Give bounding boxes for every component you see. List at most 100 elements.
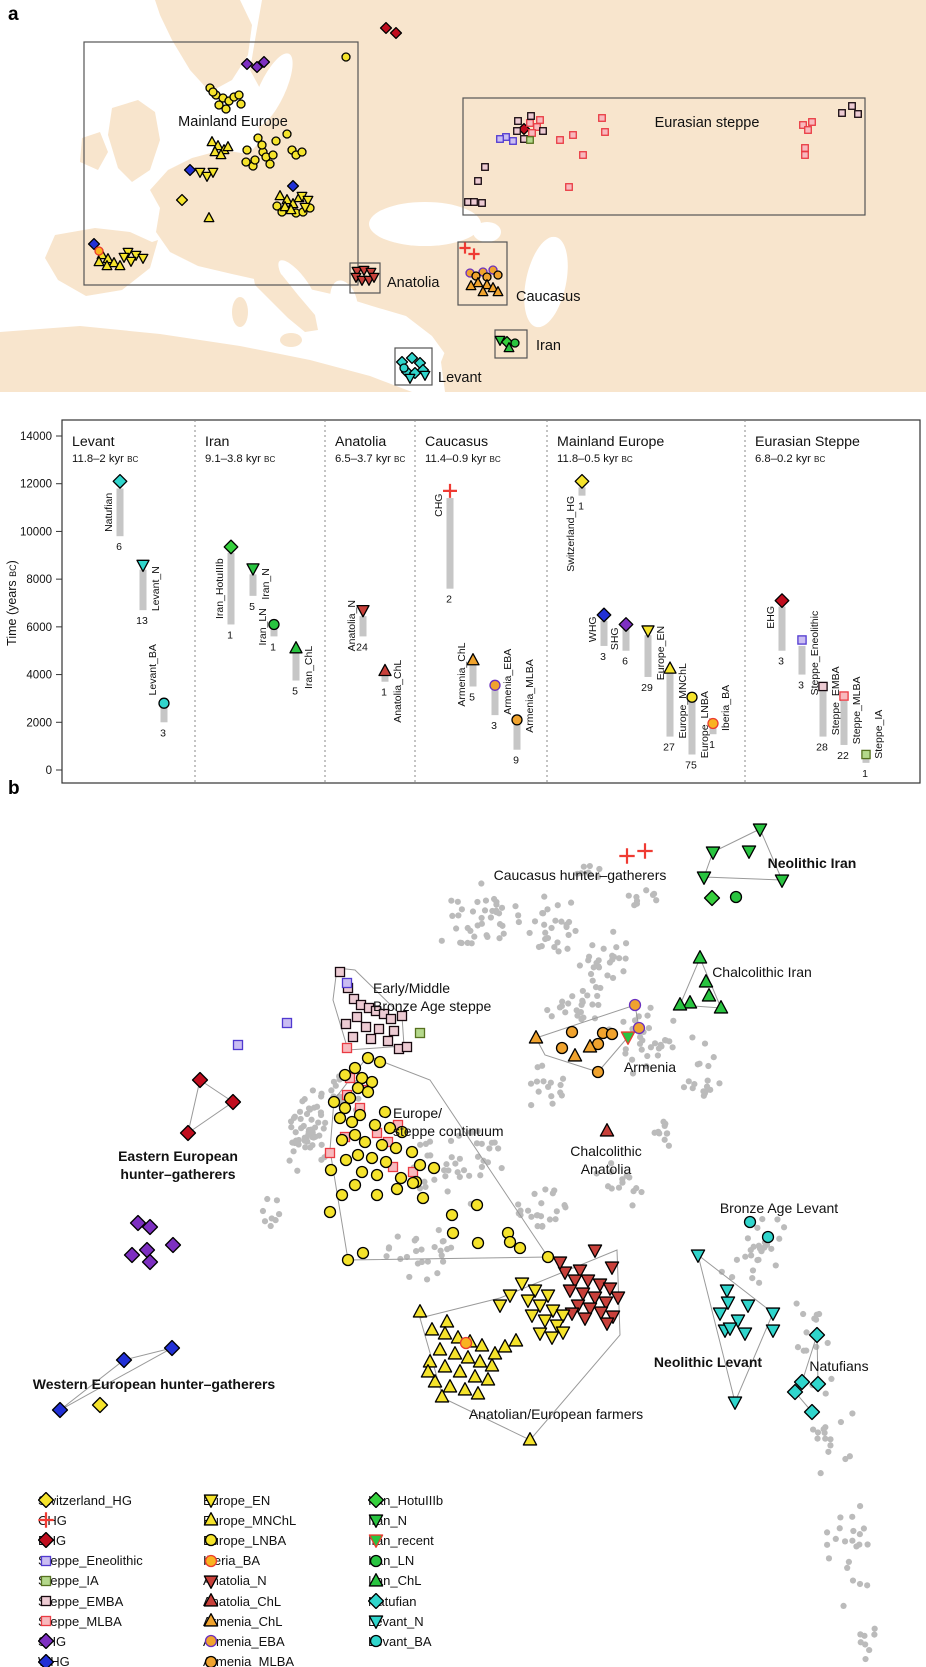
map-sample-Europe_EN (118, 252, 130, 263)
pca-point-Levant_N (765, 1307, 781, 1321)
present-day-sample-dot (275, 1211, 283, 1218)
present-day-sample-dot (318, 1093, 325, 1100)
pca-point-Europe_LNBA (335, 1188, 349, 1202)
pca-point-Europe_EN (537, 1314, 553, 1328)
pca-point-Steppe_EMBA (347, 1031, 359, 1043)
present-day-sample-dot (574, 1012, 581, 1019)
timeline-marker-Europe_LNBA (686, 691, 698, 703)
present-day-sample-dot (431, 1243, 438, 1251)
legend-swatch-Anatolia_N (203, 1575, 219, 1589)
map-sample-Steppe_MLBA (801, 151, 809, 159)
pca-point-Europe_LNBA (416, 1191, 430, 1205)
pca-point-Armenia_ChL (528, 1030, 544, 1044)
present-day-sample-dot (586, 871, 593, 878)
pca-cluster-label: Western European hunter–gatherers (33, 1376, 276, 1392)
present-day-sample-dot (316, 1132, 323, 1139)
present-day-sample-dot (423, 1276, 431, 1283)
pca-point-Europe_LNBA (324, 1163, 338, 1177)
present-day-sample-dot (308, 1116, 315, 1123)
present-day-sample-dot (669, 1044, 676, 1051)
pca-point-Europe_LNBA (348, 1128, 362, 1142)
present-day-sample-dot (589, 977, 596, 984)
timeline-marker-Armenia_EBA (489, 679, 501, 691)
sample-count: 22 (837, 750, 849, 762)
present-day-sample-dot (578, 1016, 585, 1023)
present-day-sample-dot (441, 1167, 448, 1174)
map-sample-WHG (87, 237, 101, 251)
pca-point-Anatolia_N (552, 1256, 568, 1270)
square-icon (40, 1575, 52, 1587)
legend-swatch-WHG (38, 1653, 54, 1667)
present-day-sample-dot (633, 893, 640, 901)
present-day-sample-dot (355, 1095, 362, 1102)
pca-point-Europe_LNBA (338, 1068, 352, 1082)
pca-point-Europe_MNChL (447, 1346, 463, 1360)
time-range-bar-Levant_BA (160, 707, 168, 723)
timeline-region-title: Iran (205, 434, 229, 450)
timeline-region-subtitle: 11.4–0.9 kyr BC (425, 453, 501, 465)
map-region-box-iran (494, 329, 528, 359)
map-sample-Steppe_EMBA (481, 163, 489, 171)
map-sample-Anatolia_N (368, 272, 380, 283)
present-day-sample-dot (744, 1235, 751, 1242)
present-day-sample-dot (478, 914, 485, 922)
map-region-box-levant (394, 347, 433, 386)
pca-point-Europe_MNChL (432, 1342, 448, 1356)
pca-cluster-label: steppe continuum (393, 1123, 504, 1139)
present-day-sample-dot (631, 1017, 639, 1024)
present-day-sample-dot (864, 1541, 871, 1548)
time-range-bar-Switzerland_HG (578, 487, 586, 496)
present-day-sample-dot (313, 1103, 321, 1110)
present-day-sample-dot (661, 1136, 668, 1143)
map-sample-Steppe_EMBA (848, 102, 856, 110)
present-day-sample-dot (394, 1233, 401, 1240)
present-day-sample-dot (809, 1426, 817, 1433)
present-day-sample-dot (578, 870, 585, 877)
pca-point-Europe_MNChL (484, 1358, 500, 1372)
pca-point-Europe_LNBA (406, 1176, 420, 1190)
legend-column-3: Iran_HotuIIIb Iran_N Iran_recent Iran_LN Ira… (368, 1490, 443, 1652)
pca-cluster-label: Bronze Age steppe (373, 998, 492, 1014)
pca-point-Armenia_EBA (632, 1021, 646, 1035)
present-day-sample-dot (705, 1062, 712, 1070)
present-day-sample-dot (467, 1129, 474, 1136)
population-label: Iran_LN (257, 608, 269, 645)
present-day-sample-dot (273, 1197, 281, 1204)
present-day-sample-dot (647, 1044, 655, 1051)
pca-point-SHG (123, 1246, 141, 1264)
map-region-label: Eurasian steppe (655, 115, 760, 131)
present-day-sample-dot (554, 902, 561, 909)
pca-point-Europe_MNChL (442, 1379, 458, 1393)
present-day-sample-dot (749, 1267, 757, 1274)
present-day-sample-dot (449, 912, 456, 919)
present-day-sample-dot (803, 1347, 810, 1354)
cluster-hull (59, 1347, 173, 1411)
map-sample-Europe_LNBA (241, 157, 251, 167)
pca-point-Iran_LN (729, 890, 743, 904)
present-day-sample-dot (864, 1582, 871, 1589)
present-day-sample-dot (417, 1141, 424, 1148)
present-day-sample-dot (636, 1040, 644, 1047)
map-sample-Europe_MNChL (101, 260, 113, 271)
pca-point-Switzerland_HG (91, 1396, 109, 1414)
present-day-sample-dot (438, 937, 445, 944)
map-region-label: Mainland Europe (178, 114, 288, 130)
legend-swatch-Steppe_IA (40, 1575, 52, 1587)
population-label: Anatolia_N (346, 600, 358, 651)
map-sample-Europe_EN (299, 202, 311, 213)
sample-count: 1 (381, 687, 387, 699)
pca-point-WHG (51, 1401, 69, 1419)
sample-count: 6 (622, 656, 628, 668)
pca-point-Europe_LNBA (368, 1118, 382, 1132)
pca-point-Steppe_EMBA (401, 1041, 413, 1053)
pca-point-Europe_LNBA (513, 1241, 527, 1255)
map-panel: Mainland Europe Eurasian steppe Anatolia Ca… (0, 0, 926, 392)
map-sample-Europe_MNChL (93, 256, 105, 267)
population-label: Armenia_ChL (456, 642, 468, 706)
sample-count: 75 (685, 759, 697, 771)
present-day-sample-dot (647, 1004, 654, 1011)
present-day-sample-dot (849, 1513, 856, 1520)
present-day-sample-dot (526, 929, 533, 937)
legend-column-1: Switzerland_HG CHGEHG Steppe_Eneolithic Ste… (38, 1490, 143, 1667)
pca-point-Iberia_BA (459, 1336, 473, 1350)
